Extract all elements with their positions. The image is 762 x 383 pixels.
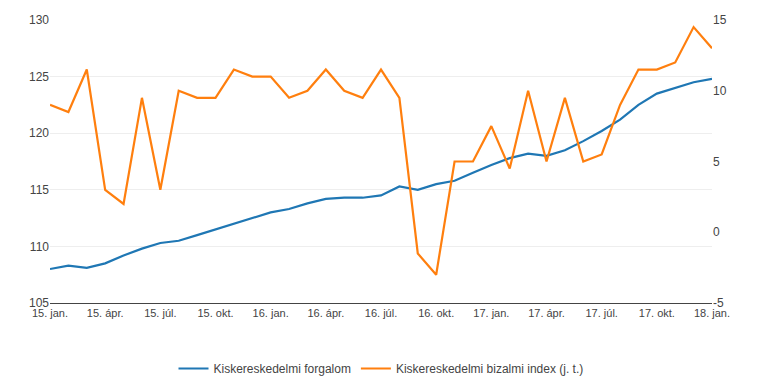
svg-text:16. jan.: 16. jan.: [253, 307, 289, 319]
svg-text:18. jan.: 18. jan.: [694, 307, 730, 319]
svg-text:15. júl.: 15. júl.: [144, 307, 176, 319]
svg-text:130: 130: [29, 13, 49, 27]
svg-text:105: 105: [29, 296, 49, 310]
svg-text:120: 120: [29, 126, 49, 140]
svg-text:10: 10: [713, 84, 727, 98]
svg-text:Kiskereskedelmi bizalmi index: Kiskereskedelmi bizalmi index (j. t.): [396, 362, 583, 376]
svg-text:15. okt.: 15. okt.: [197, 307, 233, 319]
svg-text:-5: -5: [713, 296, 724, 310]
svg-text:17. okt.: 17. okt.: [639, 307, 675, 319]
svg-text:Kiskereskedelmi forgalom: Kiskereskedelmi forgalom: [214, 362, 351, 376]
svg-text:16. okt.: 16. okt.: [418, 307, 454, 319]
svg-text:16. ápr.: 16. ápr.: [307, 307, 344, 319]
svg-text:16. júl.: 16. júl.: [365, 307, 397, 319]
svg-text:5: 5: [713, 155, 720, 169]
svg-text:15: 15: [713, 13, 727, 27]
svg-text:17. ápr.: 17. ápr.: [528, 307, 565, 319]
svg-text:110: 110: [30, 240, 49, 254]
svg-text:0: 0: [713, 225, 720, 239]
svg-text:17. jan.: 17. jan.: [473, 307, 509, 319]
svg-text:115: 115: [30, 183, 49, 197]
svg-text:125: 125: [29, 70, 49, 84]
svg-text:15. ápr.: 15. ápr.: [87, 307, 124, 319]
svg-text:17. júl.: 17. júl.: [585, 307, 617, 319]
svg-text:15. jan.: 15. jan.: [32, 307, 68, 319]
